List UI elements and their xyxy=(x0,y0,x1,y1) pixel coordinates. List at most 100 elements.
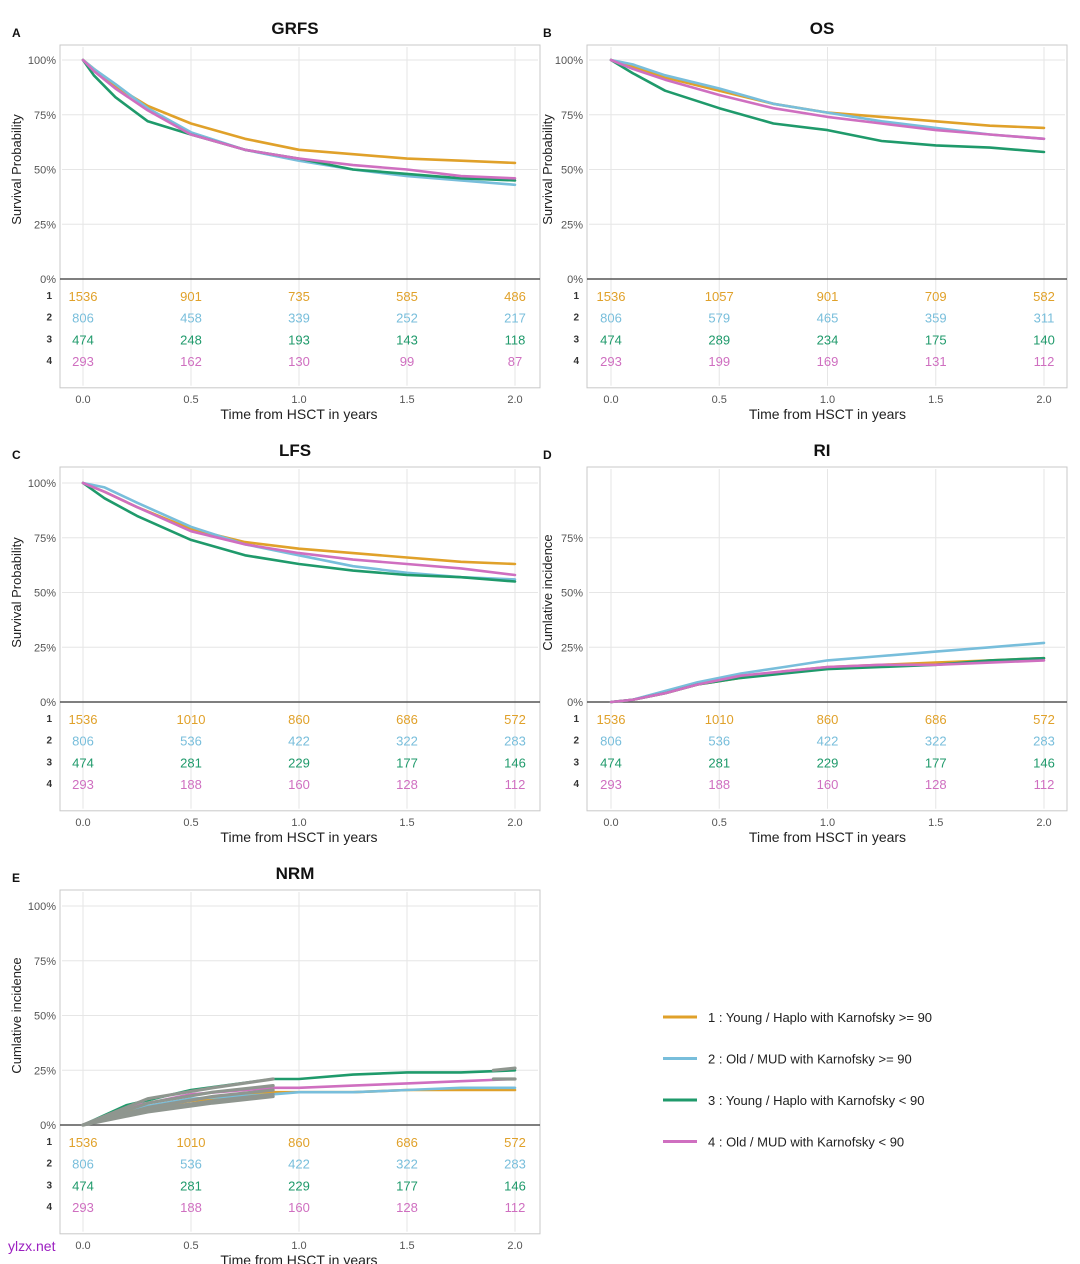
y-tick-label: 75% xyxy=(34,110,56,122)
legend: 1 : Young / Haplo with Karnofsky >= 90 2 … xyxy=(663,1010,932,1150)
risk-count: 536 xyxy=(180,734,202,749)
x-tick-label: 1.0 xyxy=(291,817,306,829)
risk-count: 112 xyxy=(505,777,526,792)
risk-row-label: 4 xyxy=(46,1202,52,1213)
y-tick-label: 50% xyxy=(34,165,56,177)
risk-count: 293 xyxy=(72,354,94,369)
risk-count: 118 xyxy=(505,332,526,347)
risk-count: 474 xyxy=(600,755,622,770)
x-tick-label: 2.0 xyxy=(1036,394,1051,406)
risk-count: 686 xyxy=(396,1135,418,1150)
risk-count: 572 xyxy=(504,712,526,727)
x-axis-label: Time from HSCT in years xyxy=(220,406,377,422)
panel-a: 0% 25% 50% 75% 100% GRFS A Survival Probability… xyxy=(9,19,541,422)
chart-title: NRM xyxy=(276,864,315,883)
chart-title: LFS xyxy=(279,441,311,460)
risk-count: 806 xyxy=(72,311,94,326)
risk-count: 1536 xyxy=(69,1135,98,1150)
y-tick-label: 75% xyxy=(34,533,56,545)
risk-row-label: 2 xyxy=(573,736,579,747)
risk-count: 128 xyxy=(396,777,418,792)
x-tick-label: 1.0 xyxy=(291,394,306,406)
chart-title: OS xyxy=(810,19,835,38)
x-tick-label: 0.5 xyxy=(712,394,727,406)
risk-row-label: 1 xyxy=(46,1137,52,1148)
risk-row-label: 4 xyxy=(46,356,52,367)
x-tick-label: 0.0 xyxy=(75,1240,90,1252)
x-axis-label: Time from HSCT in years xyxy=(749,406,906,422)
x-axis-label: Time from HSCT in years xyxy=(749,829,906,845)
y-tick-label: 50% xyxy=(34,588,56,600)
risk-count: 281 xyxy=(180,1178,202,1193)
risk-count: 193 xyxy=(288,332,310,347)
risk-count: 128 xyxy=(925,777,947,792)
risk-count: 572 xyxy=(504,1135,526,1150)
y-tick-label: 25% xyxy=(34,219,56,231)
y-tick-label: 25% xyxy=(34,642,56,654)
gray-overlay-line xyxy=(81,1094,275,1127)
risk-count: 1010 xyxy=(177,712,206,727)
series-line-3 xyxy=(609,58,1046,154)
risk-count: 128 xyxy=(396,1200,418,1215)
panel-letter: A xyxy=(12,26,21,40)
risk-row-label: 3 xyxy=(573,757,579,768)
risk-count: 1536 xyxy=(597,289,626,304)
x-tick-label: 2.0 xyxy=(1036,817,1051,829)
risk-count: 293 xyxy=(72,1200,94,1215)
x-tick-label: 0.5 xyxy=(712,817,727,829)
risk-count: 146 xyxy=(504,755,526,770)
risk-count: 1536 xyxy=(69,712,98,727)
risk-count: 860 xyxy=(288,712,310,727)
risk-count: 146 xyxy=(504,1178,526,1193)
risk-row-label: 2 xyxy=(46,313,52,324)
risk-count: 901 xyxy=(817,289,839,304)
risk-count: 160 xyxy=(288,777,310,792)
panel-c: 0% 25% 50% 75% 100% LFS C Survival Probability 1… xyxy=(9,441,541,845)
x-tick-label: 2.0 xyxy=(507,394,522,406)
risk-count: 281 xyxy=(180,755,202,770)
risk-count: 188 xyxy=(708,777,730,792)
legend-label-2: 2 : Old / MUD with Karnofsky >= 90 xyxy=(708,1052,912,1067)
risk-count: 99 xyxy=(400,354,414,369)
risk-count: 322 xyxy=(396,1157,418,1172)
risk-count: 177 xyxy=(925,755,947,770)
risk-count: 465 xyxy=(817,311,839,326)
risk-row-label: 3 xyxy=(46,757,52,768)
risk-count: 686 xyxy=(396,712,418,727)
risk-count: 112 xyxy=(1034,777,1055,792)
series-line-3 xyxy=(81,481,517,583)
risk-count: 474 xyxy=(600,332,622,347)
risk-count: 709 xyxy=(925,289,947,304)
risk-count: 322 xyxy=(925,734,947,749)
y-axis-label: Cumlative incidence xyxy=(9,957,24,1073)
risk-count: 579 xyxy=(708,311,730,326)
y-tick-label: 50% xyxy=(34,1011,56,1023)
risk-row-label: 3 xyxy=(573,334,579,345)
risk-count: 806 xyxy=(600,734,622,749)
x-axis-label: Time from HSCT in years xyxy=(220,829,377,845)
y-tick-label: 25% xyxy=(561,219,583,231)
risk-count: 486 xyxy=(504,289,526,304)
risk-count: 289 xyxy=(708,332,730,347)
risk-count: 806 xyxy=(600,311,622,326)
risk-count: 293 xyxy=(600,354,622,369)
risk-count: 806 xyxy=(72,1157,94,1172)
y-tick-label: 100% xyxy=(28,55,56,67)
series-line-4 xyxy=(609,58,1046,141)
risk-count: 217 xyxy=(504,311,526,326)
risk-count: 860 xyxy=(817,712,839,727)
risk-row-label: 2 xyxy=(46,1159,52,1170)
panel-d: 0% 25% 50% 75% RI D Cumlative incidence 1 1536 10… xyxy=(540,441,1068,845)
risk-row-label: 4 xyxy=(573,779,579,790)
y-tick-label: 100% xyxy=(28,478,56,490)
chart-title: RI xyxy=(814,441,831,460)
risk-count: 177 xyxy=(396,1178,418,1193)
panel-letter: B xyxy=(543,26,552,40)
x-tick-label: 0.0 xyxy=(603,394,618,406)
risk-count: 140 xyxy=(1033,332,1055,347)
risk-count: 582 xyxy=(1033,289,1055,304)
risk-count: 169 xyxy=(817,354,839,369)
